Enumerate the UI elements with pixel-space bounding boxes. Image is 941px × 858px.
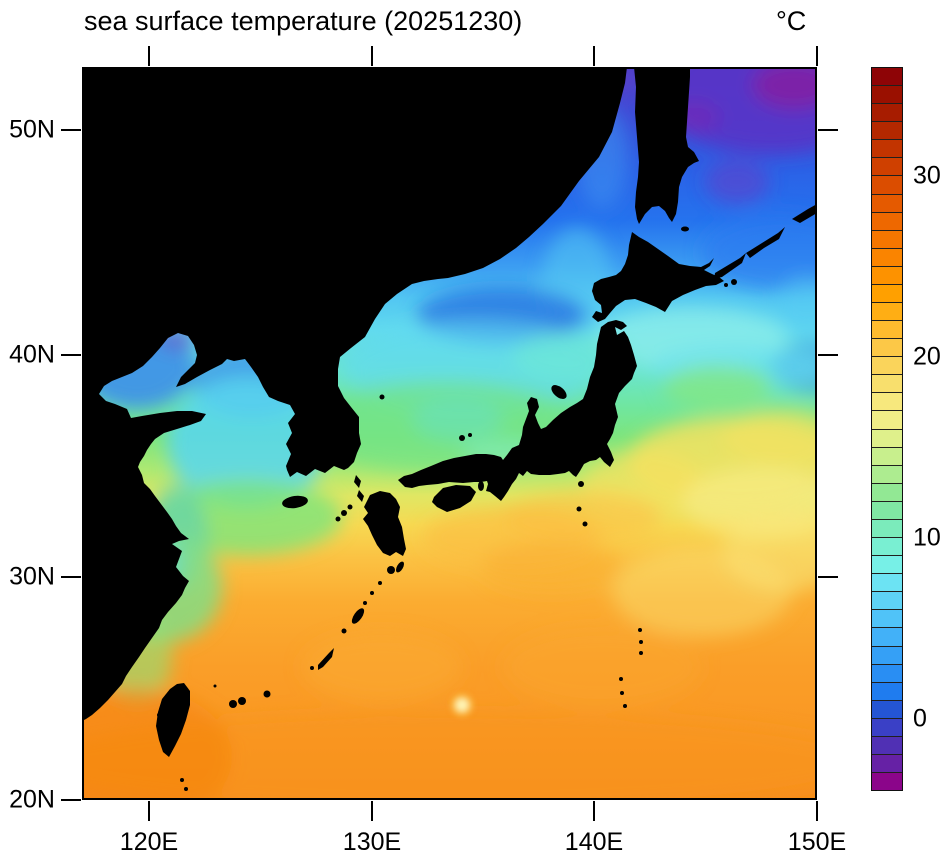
colorbar-box	[872, 411, 902, 430]
colorbar-box	[872, 194, 902, 213]
colorbar-box	[872, 773, 902, 791]
colorbar-box	[872, 465, 902, 484]
colorbar-box	[872, 519, 902, 539]
land-kunashir	[714, 253, 746, 279]
colorbar-box	[872, 664, 902, 683]
colorbar-box	[872, 447, 902, 466]
land-honshu	[398, 320, 637, 501]
lon-tick-bottom	[593, 801, 595, 821]
lat-label-30n: 30N	[9, 562, 55, 591]
lat-label-20n: 20N	[9, 785, 55, 814]
sst-field-anomalies	[82, 67, 817, 800]
colorbar-box	[872, 736, 902, 755]
land-sakhalin	[634, 67, 699, 224]
land-urup	[792, 204, 817, 223]
lon-label-130e: 130E	[342, 828, 402, 856]
colorbar-box	[872, 158, 902, 177]
colorbar-box	[872, 628, 902, 647]
colorbar-box	[872, 86, 902, 105]
colorbar-box	[872, 375, 902, 394]
colorbar-box	[872, 230, 902, 249]
lon-tick-top	[371, 46, 373, 66]
lon-tick-top	[593, 46, 595, 66]
lat-label-40n: 40N	[9, 340, 55, 369]
colorbar-label-10: 10	[913, 523, 941, 552]
lon-tick-bottom	[148, 801, 150, 821]
land-taiwan	[156, 683, 190, 757]
colorbar-box	[872, 592, 902, 611]
lat-tick-left	[61, 129, 81, 131]
colorbar-label-30: 30	[913, 161, 941, 190]
land-iturup	[746, 227, 785, 258]
land-continent	[82, 67, 627, 721]
lat-tick-left	[61, 354, 81, 356]
warm-eddy-spot	[451, 694, 473, 716]
lon-tick-bottom	[371, 801, 373, 821]
lat-tick-right	[818, 129, 838, 131]
colorbar-box	[872, 538, 902, 557]
colorbar-box	[872, 68, 902, 87]
lon-label-120e: 120E	[119, 828, 179, 856]
plot-title: sea surface temperature (20251230)	[84, 6, 523, 36]
colorbar-box	[872, 212, 902, 231]
colorbar-box	[872, 429, 902, 448]
lon-label-150e: 150E	[787, 828, 847, 856]
colorbar-box	[872, 610, 902, 629]
colorbar-box	[872, 339, 902, 358]
colorbar-box	[872, 248, 902, 267]
map-panel	[82, 67, 817, 800]
colorbar-box	[872, 176, 902, 195]
colorbar-box	[872, 646, 902, 665]
colorbar-box	[872, 393, 902, 412]
colorbar-box	[872, 501, 902, 520]
unit-label: °C	[776, 6, 807, 36]
colorbar-box	[872, 303, 902, 322]
colorbar-box	[872, 718, 902, 737]
colorbar-box	[872, 104, 902, 123]
lat-tick-left	[61, 799, 81, 801]
lat-tick-right	[818, 576, 838, 578]
colorbar-box	[872, 140, 902, 159]
land-kyushu	[363, 491, 406, 556]
colorbar-box	[872, 754, 902, 774]
colorbar-box	[872, 321, 902, 340]
lat-label-50n: 50N	[9, 115, 55, 144]
map-frame	[82, 67, 817, 800]
colorbar-box	[872, 284, 902, 304]
lon-tick-bottom	[816, 801, 818, 821]
colorbar: 30 20 10 0	[871, 67, 941, 791]
colorbar-box	[872, 266, 902, 285]
lat-tick-left	[61, 576, 81, 578]
land-jeju	[282, 495, 308, 509]
lon-tick-top	[816, 46, 818, 66]
colorbar-label-0: 0	[913, 704, 927, 733]
lon-label-140e: 140E	[564, 828, 624, 856]
lon-tick-top	[148, 46, 150, 66]
colorbar-label-20: 20	[913, 342, 941, 371]
colorbar-box	[872, 357, 902, 376]
colorbar-box	[872, 574, 902, 593]
lat-tick-right	[818, 354, 838, 356]
land-shikoku	[432, 485, 476, 512]
colorbar-box	[872, 682, 902, 701]
colorbar-box	[872, 556, 902, 575]
colorbar-boxes	[871, 67, 903, 791]
sst-map	[82, 67, 817, 800]
colorbar-box	[872, 122, 902, 141]
colorbar-box	[872, 483, 902, 502]
colorbar-box	[872, 700, 902, 719]
land-mask	[82, 67, 817, 791]
land-hokkaido	[592, 232, 724, 322]
